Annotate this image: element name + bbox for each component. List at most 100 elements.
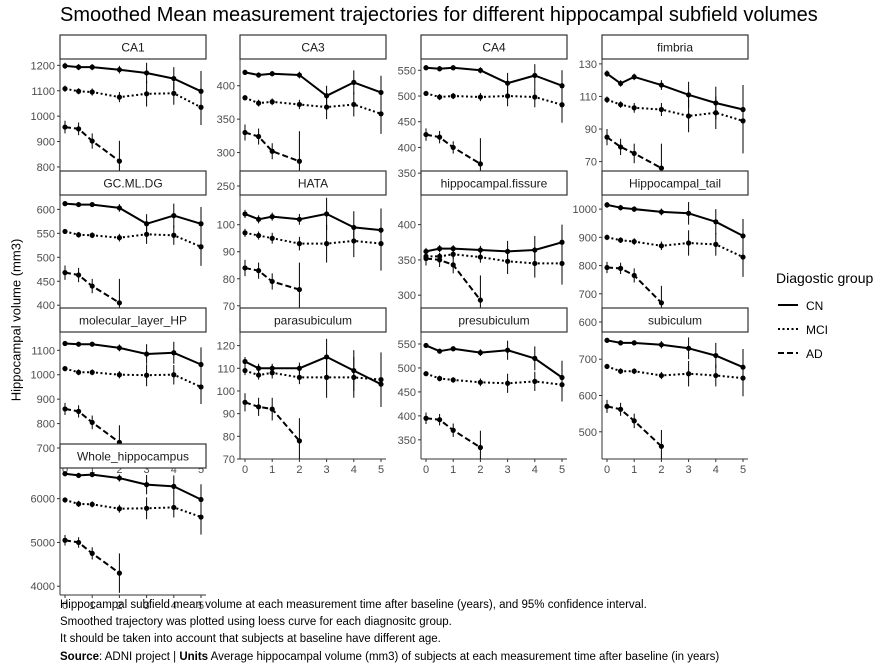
panel-ca4: CA4 350 400 450 500 550	[398, 34, 568, 186]
data-point	[296, 241, 302, 247]
panel-strip-label: GC.ML.DG	[103, 177, 162, 191]
data-point	[198, 514, 204, 520]
x-tick-label: 4	[171, 464, 177, 476]
data-point	[604, 134, 610, 140]
units-label: Units	[179, 651, 209, 663]
source-text: : ADNI project |	[99, 651, 180, 663]
data-point	[450, 251, 456, 257]
data-point	[713, 352, 719, 359]
data-point	[324, 104, 330, 110]
panel-whole-hippocampus: Whole_hippocampus 4000 5000 6000 0 1 2 3 4 5	[31, 443, 207, 612]
x-tick-label: 3	[686, 464, 692, 476]
panel-strip-label: molecular_layer_HP	[79, 314, 187, 328]
panel-strip-label: hippocampal.fissure	[441, 177, 548, 191]
y-tick-label: 110	[217, 363, 235, 375]
panel-strip	[59, 443, 207, 469]
data-point	[713, 110, 719, 116]
data-point	[618, 80, 624, 87]
data-point	[171, 213, 177, 219]
y-tick-label: 1200	[31, 60, 55, 72]
legend-label-ad: AD	[806, 347, 823, 361]
x-tick-label: 4	[713, 464, 719, 476]
legend-swatch-mci	[778, 328, 798, 330]
panel-fimbria: fimbria 70 90 110 130	[579, 34, 749, 186]
x-tick-label: 3	[505, 464, 511, 476]
data-point	[477, 350, 483, 356]
data-point	[477, 254, 483, 260]
y-tick-label: 70	[223, 454, 235, 466]
data-point	[423, 90, 429, 97]
data-point	[171, 75, 177, 82]
data-point	[740, 233, 746, 239]
x-tick-label: 5	[378, 464, 384, 476]
data-point	[631, 368, 637, 374]
data-point	[256, 100, 262, 106]
data-point	[256, 268, 262, 274]
trend-line	[64, 126, 120, 162]
data-point	[296, 365, 302, 371]
data-point	[713, 219, 719, 225]
data-point	[116, 94, 122, 100]
data-point	[116, 300, 122, 306]
series-cn	[423, 340, 565, 395]
trend-line	[606, 266, 663, 304]
y-tick-label: 700	[579, 289, 597, 301]
series-ad	[423, 412, 483, 459]
data-point	[269, 406, 275, 412]
data-point	[378, 111, 384, 117]
trend-line	[425, 417, 481, 449]
y-tick-label: 110	[579, 91, 597, 103]
data-point	[89, 64, 95, 70]
panel-strip	[239, 34, 387, 60]
series-cn	[604, 337, 746, 386]
data-point	[618, 205, 624, 211]
data-point	[296, 286, 302, 293]
panel-ca1: CA1 800 900 1000 1100 1200	[31, 34, 207, 186]
data-point	[437, 66, 443, 72]
data-point	[477, 379, 483, 385]
y-tick-label: 350	[398, 435, 416, 447]
data-point	[62, 366, 68, 372]
trend-line	[606, 136, 662, 169]
trend-line	[64, 202, 202, 225]
data-point	[198, 361, 204, 368]
trend-line	[64, 472, 202, 501]
x-tick-label: 4	[171, 600, 177, 612]
data-point	[296, 101, 302, 108]
data-point	[477, 247, 483, 253]
series-mci	[604, 230, 746, 277]
data-point	[423, 371, 429, 377]
series-mci	[604, 88, 746, 154]
data-point	[658, 372, 665, 379]
data-point	[378, 241, 384, 247]
x-tick-label: 1	[89, 600, 95, 612]
series-cn	[423, 64, 565, 102]
caption-line-2: Smoothed trajectory was plotted using lo…	[60, 616, 452, 628]
panel-strip	[59, 170, 207, 196]
y-tick-label: 700	[37, 443, 55, 455]
data-point	[89, 419, 95, 425]
panel-strip	[239, 307, 387, 333]
trend-line	[425, 257, 482, 301]
data-point	[171, 372, 177, 378]
trend-line	[606, 236, 744, 259]
legend-item-mci: MCI	[776, 318, 873, 342]
data-point	[658, 342, 665, 348]
panel-strip-label: fimbria	[657, 41, 693, 55]
data-point	[198, 244, 204, 250]
data-point	[242, 358, 248, 365]
panel-strip-label: CA1	[121, 41, 145, 55]
series-mci	[242, 352, 384, 407]
panel-hata: HATA 70 80 90 100	[217, 170, 387, 322]
x-tick-label: 4	[351, 464, 357, 476]
y-tick-label: 400	[398, 142, 416, 154]
data-point	[559, 83, 565, 89]
y-tick-label: 500	[398, 91, 416, 103]
series-cn	[604, 70, 746, 134]
data-point	[242, 129, 248, 136]
x-tick-label: 5	[198, 464, 204, 476]
panel-molecular-layer-hp: molecular_layer_HP 700 800 900 1000 1100 0 1 2 3 4…	[31, 307, 207, 476]
y-tick-label: 1000	[31, 370, 55, 382]
panel-strip	[601, 170, 749, 196]
data-point	[116, 506, 122, 512]
